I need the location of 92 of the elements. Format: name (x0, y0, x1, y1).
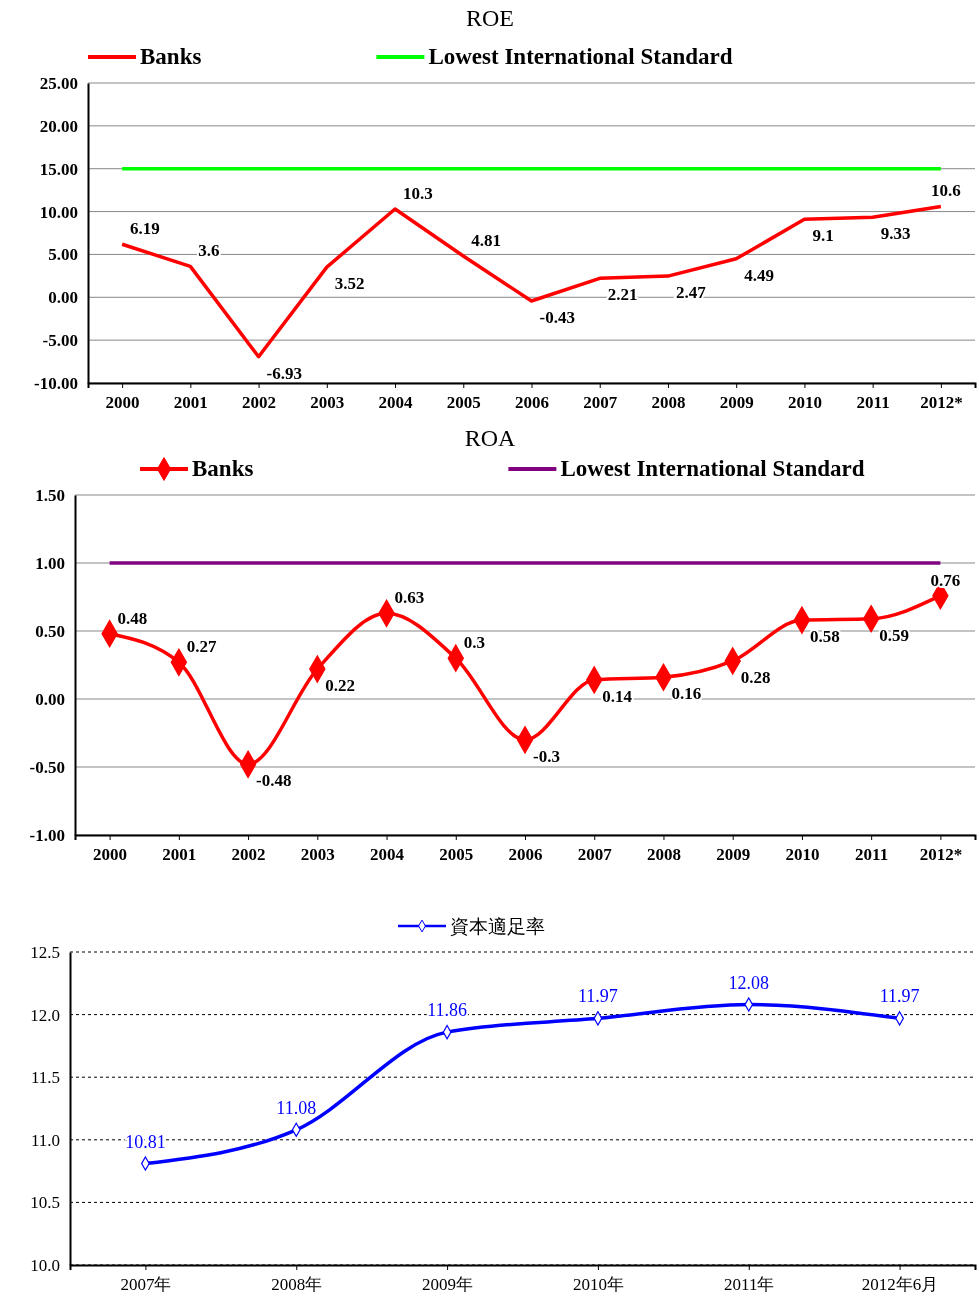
x-tick-label: 2010 (785, 845, 820, 865)
data-label: 0.27 (186, 637, 218, 657)
x-tick-label: 2011 (856, 393, 890, 413)
data-label: 0.58 (809, 627, 840, 647)
x-tick-label: 2001 (162, 845, 197, 865)
y-tick-label: -10.00 (34, 373, 78, 393)
data-label: 0.76 (930, 570, 961, 590)
y-tick-label: 1.00 (35, 553, 65, 573)
x-tick-label: 2008 (646, 845, 681, 865)
x-tick-label: 2011年 (724, 1275, 775, 1295)
data-label: 10.6 (930, 181, 961, 201)
y-tick-label: 10.00 (39, 202, 78, 222)
x-tick-label: 2005 (446, 393, 481, 413)
data-label: 0.63 (394, 588, 425, 608)
y-tick-label: -1.00 (29, 825, 65, 845)
x-tick-label: 2005 (439, 845, 474, 865)
data-label: 9.1 (812, 226, 834, 246)
y-tick-label: 15.00 (39, 159, 78, 179)
data-label: 0.48 (117, 608, 148, 628)
data-label: -0.48 (256, 771, 292, 791)
y-tick-label: 10.0 (30, 1255, 60, 1275)
x-tick-label: 2008年 (271, 1275, 323, 1295)
data-label: 11.08 (276, 1097, 317, 1118)
y-tick-label: -5.00 (42, 331, 78, 351)
x-tick-label: 2012* (920, 393, 963, 413)
y-tick-label: -0.50 (29, 757, 65, 777)
x-tick-label: 2002 (231, 845, 266, 865)
x-tick-label: 2009 (716, 845, 751, 865)
x-tick-label: 2009年 (422, 1275, 474, 1295)
y-tick-label: 12.5 (30, 942, 60, 962)
x-tick-label: 2006 (508, 845, 543, 865)
data-label: -6.93 (266, 363, 302, 383)
x-tick-label: 2002 (242, 393, 277, 413)
x-tick-label: 2004 (378, 393, 414, 413)
legend-label: 資本適足率 (450, 916, 545, 937)
y-tick-label: 11.0 (30, 1130, 60, 1150)
x-tick-label: 2012年6月 (861, 1275, 939, 1295)
x-tick-label: 2003 (300, 845, 335, 865)
y-tick-label: 0.50 (35, 621, 65, 641)
y-tick-label: 25.00 (39, 73, 78, 93)
x-tick-label: 2010 (787, 393, 822, 413)
x-tick-label: 2003 (310, 393, 345, 413)
data-label: 12.08 (728, 972, 769, 993)
x-tick-label: 2001 (173, 393, 208, 413)
data-label: 11.97 (577, 986, 618, 1007)
y-tick-label: 12.0 (30, 1005, 60, 1025)
y-tick-label: 0.00 (48, 288, 78, 308)
data-label: 0.14 (602, 686, 633, 706)
x-tick-label: 2007 (583, 393, 618, 413)
data-label: 3.52 (334, 274, 365, 294)
y-tick-label: 20.00 (39, 116, 78, 136)
data-label: -0.3 (533, 746, 560, 766)
data-label: 3.6 (198, 241, 220, 261)
data-label: 11.86 (427, 1000, 468, 1021)
data-label: 0.3 (463, 633, 486, 653)
x-tick-label: 2000 (93, 845, 128, 865)
line-series (120, 204, 943, 359)
data-label: 6.19 (130, 219, 160, 239)
x-tick-label: 2010年 (572, 1275, 624, 1295)
data-label: 10.3 (403, 184, 433, 203)
legend-label: Lowest International Standard (560, 456, 865, 481)
data-label: 0.28 (740, 667, 771, 687)
data-label: 4.49 (744, 265, 774, 285)
y-tick-label: 0.00 (35, 689, 65, 709)
x-tick-label: 2004 (370, 845, 405, 865)
x-tick-label: 2006 (515, 393, 549, 413)
x-tick-label: 2008 (651, 393, 686, 413)
legend-label: Lowest International Standard (428, 44, 733, 69)
x-tick-label: 2007年 (120, 1275, 172, 1295)
data-label: 4.81 (471, 231, 502, 251)
y-tick-label: 11.5 (30, 1068, 60, 1088)
x-tick-label: 2007 (577, 845, 613, 865)
legend-label: Banks (192, 456, 254, 481)
data-label: 10.81 (125, 1131, 166, 1152)
y-tick-label: 10.5 (30, 1193, 60, 1213)
data-label: 0.59 (879, 625, 909, 645)
x-tick-label: 2009 (719, 393, 754, 413)
data-label: 2.21 (607, 285, 638, 305)
data-label: 0.16 (671, 684, 702, 704)
data-label: 2.47 (675, 283, 707, 303)
chart-title: ROA (464, 425, 516, 451)
legend-label: Banks (140, 44, 202, 69)
data-label: 11.97 (879, 986, 920, 1007)
y-tick-label: 1.50 (35, 485, 65, 505)
data-label: 0.22 (325, 676, 356, 696)
y-tick-label: 5.00 (48, 245, 78, 265)
x-tick-label: 2000 (105, 393, 140, 413)
x-tick-label: 2011 (855, 845, 889, 865)
chart-title: ROE (466, 5, 514, 31)
data-label: 9.33 (880, 224, 911, 244)
x-tick-label: 2012* (919, 845, 963, 865)
data-label: -0.43 (539, 307, 575, 327)
